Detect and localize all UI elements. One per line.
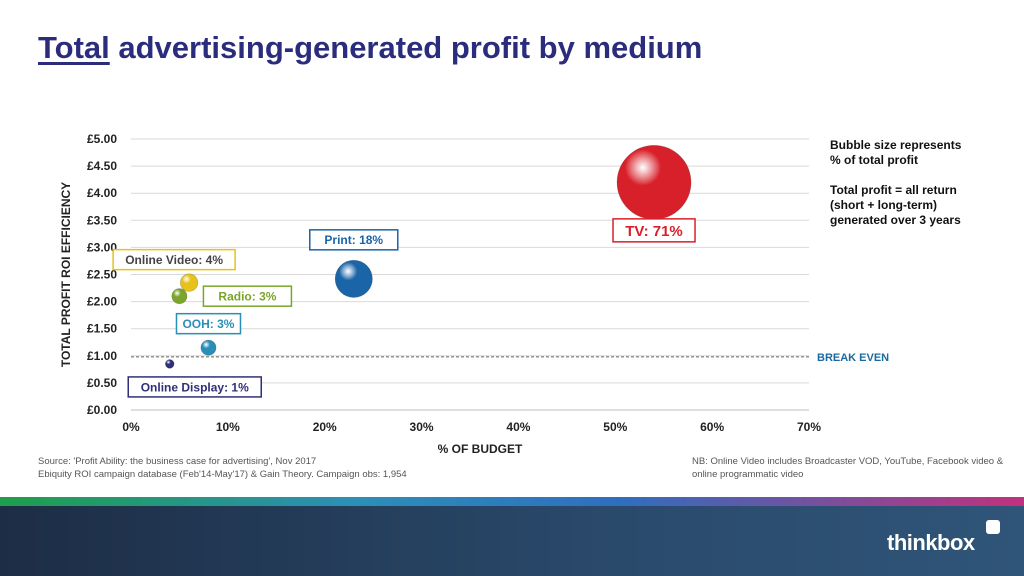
y-tick-label: £0.50	[87, 376, 117, 390]
source-line-2: Ebiquity ROI campaign database (Feb'14-M…	[38, 469, 407, 480]
x-tick-label: 60%	[700, 420, 724, 434]
y-tick-label: £2.50	[87, 268, 117, 282]
footer-stripe	[0, 497, 1024, 506]
bubble-radio	[171, 288, 188, 305]
total-profit-note: Total profit = all return (short + long-…	[830, 183, 961, 227]
y-tick-label: £5.00	[87, 132, 117, 146]
label-box-ooh	[175, 312, 242, 335]
title-underlined-word: Total	[38, 30, 110, 65]
y-axis-title: TOTAL PROFIT ROI EFFICIENCY	[59, 182, 73, 367]
x-tick-label: 0%	[122, 420, 140, 434]
bubble-online-display	[165, 359, 175, 369]
nb-note: NB: Online Video includes Broadcaster VO…	[692, 456, 1004, 480]
x-tick-label: 40%	[506, 420, 530, 434]
source-citation: Source: 'Profit Ability: the business ca…	[38, 455, 407, 481]
bubble-print	[334, 259, 373, 298]
label-box-radio	[202, 285, 293, 307]
bubble-ooh	[200, 339, 217, 356]
source-line-1: Source: 'Profit Ability: the business ca…	[38, 456, 317, 467]
x-tick-label: 70%	[797, 420, 821, 434]
footer-bar	[0, 506, 1024, 576]
label-ooh: OOH: 3%	[182, 317, 234, 331]
x-tick-label: 30%	[410, 420, 434, 434]
label-online-video: Online Video: 4%	[125, 253, 223, 267]
label-tv: TV: 71%	[625, 223, 683, 240]
brand-logo: thinkbox	[887, 530, 975, 555]
page-title: Total advertising-generated profit by me…	[38, 30, 702, 66]
axes: £0.00 £0.50 £1.00 £1.50 £2.00 £2.50 £3.00 £3.50…	[59, 132, 821, 456]
label-box-online-display	[127, 376, 262, 398]
title-rest: advertising-generated profit by medium	[118, 30, 703, 65]
y-tick-label: £3.50	[87, 213, 117, 227]
chart-notes: Bubble size represents % of total profit…	[830, 138, 1015, 243]
label-box-online-video	[112, 248, 236, 271]
bubble-labels: BREAK EVEN TV: 71% Print: 18% Online Video:…	[112, 218, 889, 398]
bubble-online-video	[180, 273, 199, 292]
label-print: Print: 18%	[324, 233, 383, 247]
y-tick-label: £3.00	[87, 240, 117, 254]
bubble-chart: £0.00 £0.50 £1.00 £1.50 £2.00 £2.50 £3.00 £3.50…	[59, 132, 889, 456]
thinkbox-square-icon	[986, 520, 1000, 534]
x-tick-label: 50%	[603, 420, 627, 434]
break-even-label: BREAK EVEN	[817, 352, 889, 364]
y-tick-label: £0.00	[87, 403, 117, 417]
y-tick-label: £1.00	[87, 349, 117, 363]
x-axis-title: % OF BUDGET	[438, 442, 523, 456]
bubbles	[165, 145, 692, 369]
gridlines	[131, 138, 809, 384]
y-tick-label: £4.00	[87, 186, 117, 200]
label-box-print	[309, 229, 399, 251]
bubble-tv	[616, 145, 692, 220]
x-tick-label: 10%	[216, 420, 240, 434]
bubble-size-note: Bubble size represents % of total profit	[830, 138, 962, 167]
y-tick-label: £1.50	[87, 322, 117, 336]
label-online-display: Online Display: 1%	[141, 380, 249, 394]
label-radio: Radio: 3%	[218, 290, 276, 304]
x-tick-label: 20%	[313, 420, 337, 434]
y-tick-label: £4.50	[87, 159, 117, 173]
label-box-tv	[612, 218, 696, 243]
y-tick-label: £2.00	[87, 295, 117, 309]
